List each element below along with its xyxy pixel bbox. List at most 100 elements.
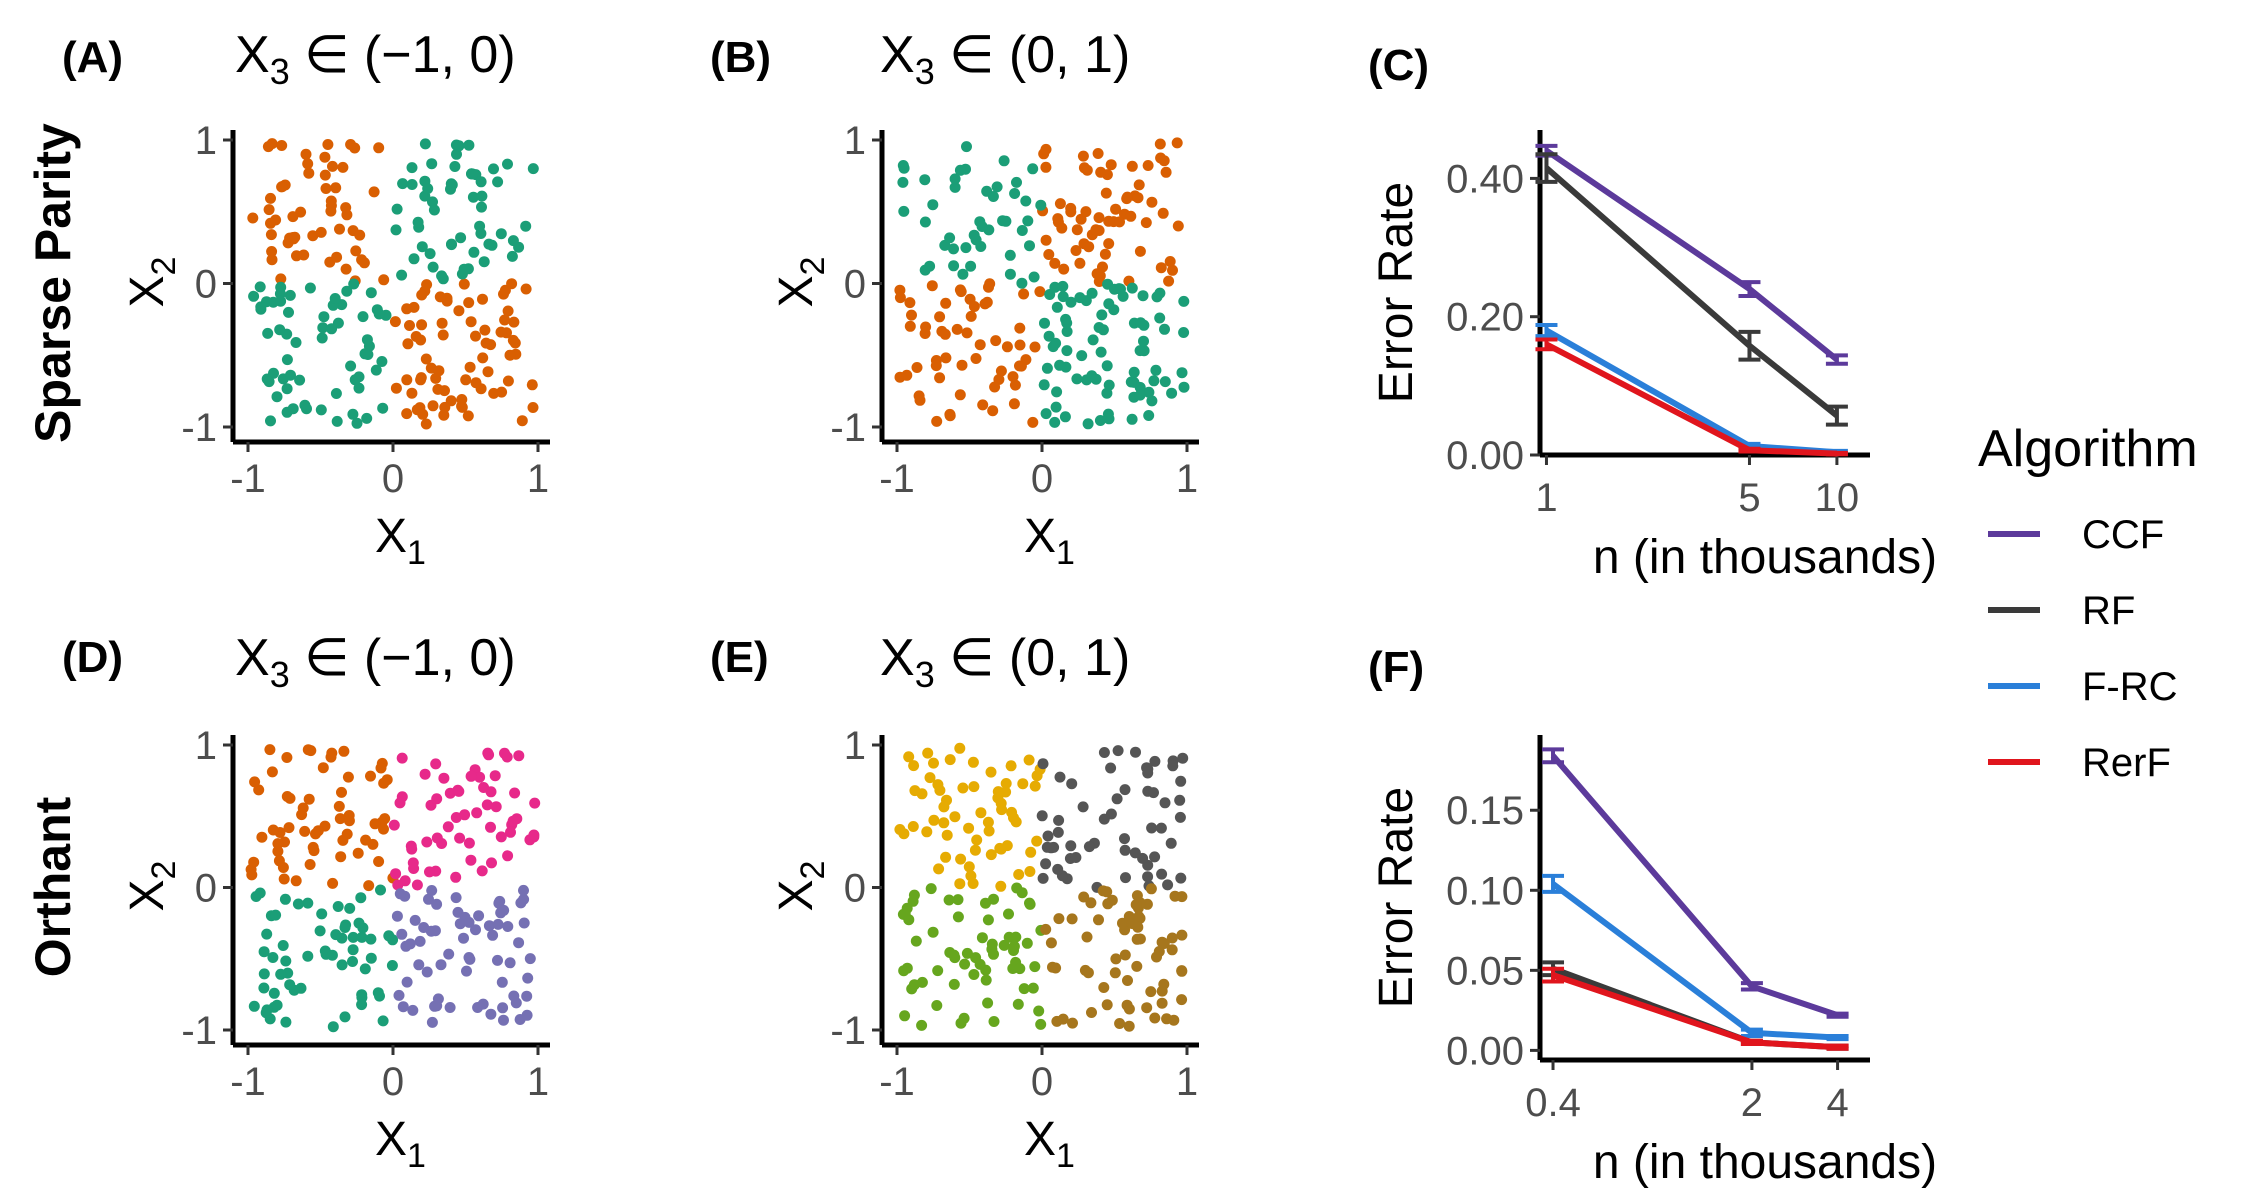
data-point bbox=[1090, 224, 1102, 236]
points-D bbox=[245, 744, 541, 1033]
data-point bbox=[1052, 213, 1064, 225]
data-point bbox=[1103, 413, 1115, 425]
data-point bbox=[1162, 879, 1174, 891]
data-point bbox=[1103, 238, 1115, 250]
data-point bbox=[1014, 322, 1026, 334]
legend-title: Algorithm bbox=[1978, 420, 2198, 478]
data-point bbox=[520, 220, 532, 232]
data-point bbox=[954, 878, 966, 890]
data-point bbox=[302, 744, 314, 756]
data-point bbox=[256, 831, 268, 843]
data-point bbox=[423, 893, 434, 905]
data-point bbox=[1163, 275, 1175, 287]
data-point bbox=[267, 952, 279, 963]
data-point bbox=[464, 361, 476, 373]
data-point bbox=[516, 415, 528, 427]
data-point bbox=[1018, 983, 1030, 995]
data-point bbox=[1101, 886, 1113, 898]
data-point bbox=[299, 825, 311, 837]
data-point bbox=[1114, 1018, 1126, 1029]
data-point bbox=[1132, 192, 1144, 204]
legend-label-f-rc: F-RC bbox=[2082, 665, 2178, 709]
data-point bbox=[343, 815, 355, 827]
data-point bbox=[1142, 871, 1154, 883]
data-point bbox=[1024, 240, 1035, 252]
panel-letter-C: (C) bbox=[1368, 41, 1429, 90]
data-point bbox=[1090, 373, 1102, 385]
data-point bbox=[417, 408, 429, 420]
data-point bbox=[476, 865, 488, 877]
data-point bbox=[486, 857, 497, 869]
data-point bbox=[431, 898, 443, 910]
data-point bbox=[495, 831, 507, 843]
data-point bbox=[1076, 350, 1088, 362]
data-point bbox=[357, 311, 369, 323]
data-point bbox=[1117, 917, 1128, 929]
x-tick-label: -1 bbox=[879, 457, 915, 501]
data-point bbox=[449, 161, 461, 172]
data-point bbox=[1126, 918, 1138, 929]
data-point bbox=[944, 754, 956, 766]
data-point bbox=[956, 359, 968, 371]
data-point bbox=[304, 859, 316, 870]
data-point bbox=[248, 290, 260, 302]
data-point bbox=[961, 141, 972, 153]
data-point bbox=[1040, 234, 1052, 246]
data-point bbox=[995, 880, 1007, 892]
data-point bbox=[353, 382, 365, 394]
y-tick-label: 0.00 bbox=[1446, 434, 1524, 478]
x-tick-label: 2 bbox=[1741, 1081, 1763, 1125]
data-point bbox=[333, 800, 345, 812]
data-point bbox=[340, 263, 352, 275]
data-point bbox=[901, 902, 913, 914]
data-point bbox=[416, 241, 428, 253]
data-point bbox=[467, 168, 479, 180]
data-point bbox=[262, 327, 274, 339]
data-point bbox=[938, 817, 950, 829]
data-point bbox=[390, 224, 402, 236]
error-bar bbox=[1535, 152, 1558, 184]
data-point bbox=[435, 959, 447, 971]
data-point bbox=[348, 278, 360, 290]
data-point bbox=[498, 1014, 509, 1026]
data-point bbox=[391, 910, 403, 922]
data-point bbox=[982, 914, 994, 926]
data-point bbox=[1040, 858, 1052, 870]
data-point bbox=[924, 772, 936, 784]
data-point bbox=[1126, 413, 1138, 425]
data-point bbox=[898, 205, 910, 217]
row-label-orthant: Orthant bbox=[25, 796, 81, 977]
data-point bbox=[1148, 787, 1159, 799]
data-point bbox=[450, 871, 462, 883]
data-point bbox=[522, 972, 534, 984]
data-point bbox=[266, 246, 278, 257]
data-point bbox=[497, 1002, 509, 1014]
data-point bbox=[359, 348, 371, 360]
data-point bbox=[1145, 883, 1157, 895]
data-point bbox=[985, 766, 997, 778]
data-point bbox=[258, 946, 270, 958]
data-point bbox=[387, 934, 399, 946]
data-point bbox=[438, 772, 450, 784]
data-point bbox=[327, 877, 339, 889]
data-point bbox=[506, 250, 518, 262]
data-point bbox=[1040, 143, 1052, 155]
data-point bbox=[919, 216, 931, 228]
data-point bbox=[911, 362, 923, 373]
data-point bbox=[982, 997, 994, 1009]
data-point bbox=[1043, 249, 1055, 260]
data-point bbox=[1154, 138, 1166, 150]
x-tick-label: 1 bbox=[1535, 476, 1557, 520]
data-point bbox=[272, 838, 284, 850]
data-point bbox=[412, 216, 424, 228]
data-point bbox=[483, 920, 495, 932]
data-point bbox=[275, 968, 287, 980]
data-point bbox=[921, 826, 933, 838]
error-bar bbox=[1826, 1033, 1849, 1042]
data-point bbox=[898, 965, 910, 977]
error-bar bbox=[1542, 966, 1565, 984]
y-tick-label: 1 bbox=[844, 724, 866, 768]
data-point bbox=[1149, 755, 1161, 767]
x-axis-title: X1 bbox=[375, 1113, 426, 1175]
